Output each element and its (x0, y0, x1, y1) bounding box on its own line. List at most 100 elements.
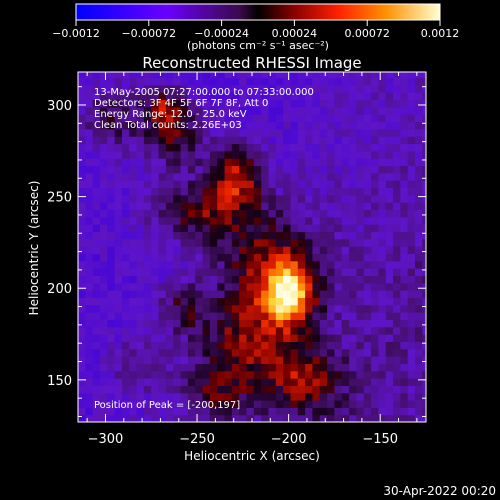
heatmap-cell (341, 194, 350, 203)
heatmap-cell (121, 363, 130, 372)
heatmap-cell (209, 172, 218, 181)
heatmap-cell (334, 224, 343, 233)
heatmap-cell (151, 326, 160, 335)
heatmap-cell (261, 260, 270, 269)
heatmap-cell (305, 378, 314, 386)
heatmap-cell (217, 128, 226, 137)
heatmap-cell (195, 121, 204, 130)
heatmap-cell (107, 128, 116, 137)
heatmap-cell (85, 209, 94, 218)
heatmap-cell (173, 172, 182, 181)
heatmap-cell (341, 216, 350, 225)
heatmap-cell (297, 158, 306, 167)
heatmap-cell (209, 180, 218, 189)
heatmap-cell (85, 392, 94, 401)
heatmap-cell (407, 143, 416, 152)
heatmap-cell (319, 231, 328, 240)
heatmap-cell (107, 158, 116, 167)
heatmap-cell (319, 128, 328, 137)
heatmap-cell (217, 231, 226, 240)
heatmap-cell (195, 341, 204, 350)
heatmap-cell (224, 99, 233, 108)
heatmap-cell (92, 99, 101, 108)
heatmap-cell (363, 407, 372, 416)
heatmap-cell (85, 400, 94, 408)
heatmap-cell (275, 304, 284, 313)
heatmap-cell (261, 158, 270, 167)
heatmap-cell (312, 246, 321, 255)
heatmap-cell (341, 275, 350, 284)
heatmap-cell (393, 114, 401, 123)
heatmap-cell (107, 304, 116, 313)
heatmap-cell (224, 370, 233, 379)
heatmap-cell (224, 231, 233, 240)
heatmap-cell (85, 77, 94, 86)
heatmap-cell (114, 334, 123, 342)
heatmap-cell (202, 180, 211, 189)
heatmap-cell (195, 92, 204, 101)
heatmap-cell (151, 268, 160, 276)
heatmap-cell (158, 72, 167, 79)
heatmap-cell (151, 150, 160, 159)
heatmap-cell (378, 356, 387, 364)
heatmap-cell (261, 209, 270, 218)
heatmap-cell (253, 128, 262, 137)
heatmap-cell (378, 194, 387, 203)
heatmap-cell (385, 363, 394, 372)
heatmap-cell (209, 268, 218, 276)
heatmap-cell (341, 356, 350, 364)
heatmap-cell (107, 202, 116, 211)
heatmap-cell (165, 231, 174, 240)
heatmap-cell (253, 392, 262, 401)
heatmap-cell (99, 304, 108, 313)
heatmap-cell (393, 326, 401, 335)
heatmap-cell (363, 378, 372, 386)
heatmap-cell (231, 231, 240, 240)
heatmap-cell (143, 150, 152, 159)
heatmap-cell (92, 356, 101, 364)
heatmap-cell (209, 312, 218, 320)
heatmap-cell (136, 224, 145, 233)
heatmap-cell (385, 216, 394, 225)
heatmap-cell (283, 334, 292, 342)
heatmap-cell (121, 77, 130, 86)
heatmap-cell (99, 356, 108, 364)
heatmap-cell (290, 356, 299, 364)
heatmap-cell (297, 72, 306, 79)
heatmap-cell (275, 99, 284, 108)
heatmap-cell (261, 114, 270, 123)
heatmap-cell (415, 385, 423, 394)
heatmap-cell (319, 304, 328, 313)
heatmap-cell (114, 158, 123, 167)
heatmap-cell (114, 268, 123, 276)
heatmap-cell (158, 150, 167, 159)
heatmap-cell (305, 143, 314, 152)
heatmap-cell (312, 180, 321, 189)
heatmap-cell (158, 414, 167, 422)
heatmap-cell (246, 246, 255, 255)
heatmap-cell (239, 136, 248, 145)
heatmap-cell (107, 282, 116, 291)
heatmap-cell (187, 158, 196, 167)
heatmap-cell (356, 304, 365, 313)
heatmap-cell (297, 246, 306, 255)
heatmap-cell (253, 77, 262, 86)
heatmap-cell (129, 348, 138, 357)
heatmap-cell (415, 121, 423, 130)
heatmap-cell (385, 246, 394, 255)
heatmap-cell (121, 392, 130, 401)
heatmap-cell (297, 77, 306, 86)
heatmap-cell (195, 392, 204, 401)
heatmap-cell (371, 290, 379, 298)
heatmap-cell (275, 136, 284, 145)
heatmap-cell (253, 407, 262, 416)
heatmap-cell (400, 128, 409, 137)
heatmap-cell (85, 106, 94, 115)
heatmap-cell (136, 128, 145, 137)
heatmap-cell (129, 121, 138, 130)
heatmap-cell (327, 216, 336, 225)
heatmap-cell (275, 72, 284, 79)
heatmap-cell (92, 363, 101, 372)
heatmap-cell (305, 246, 314, 255)
heatmap-cell (363, 363, 372, 372)
